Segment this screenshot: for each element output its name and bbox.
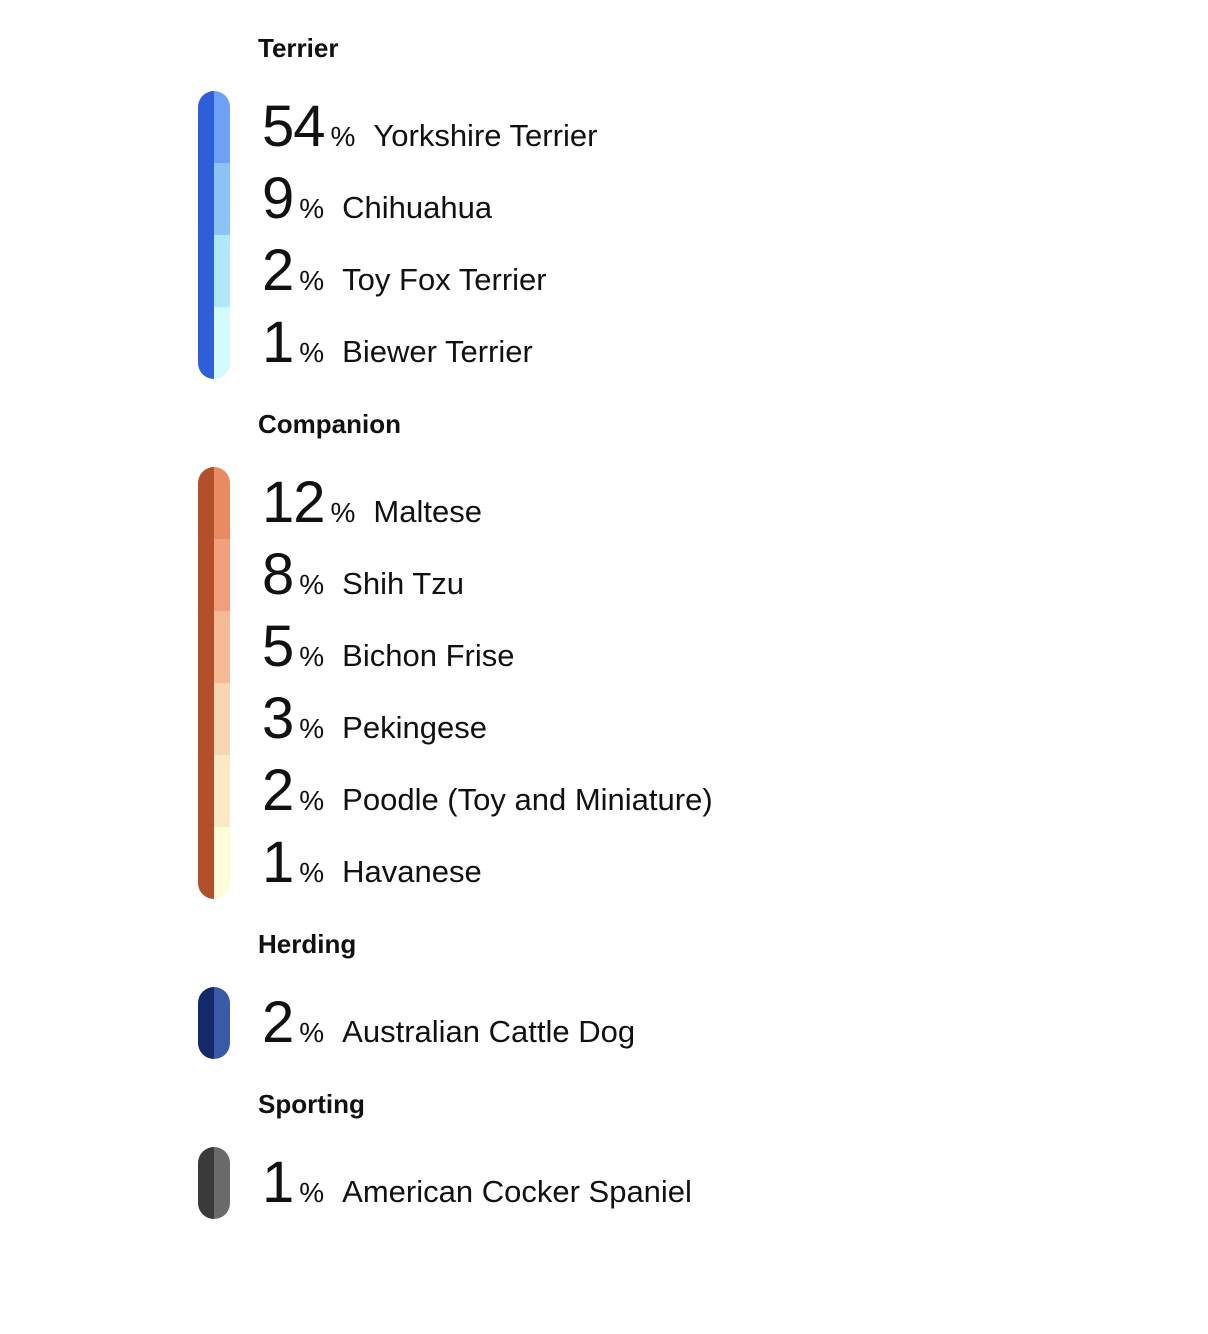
breed-name: Bichon Frise [342, 638, 515, 673]
breed-percent-value: 2 [262, 238, 294, 303]
group-body: 1 % American Cocker Spaniel [198, 1147, 713, 1219]
percent-sign: % [299, 569, 325, 600]
percent-sign: % [299, 641, 325, 672]
breed-list: 1 % American Cocker Spaniel [262, 1147, 692, 1219]
breed-color-segment [214, 611, 230, 683]
breed-name: Yorkshire Terrier [373, 118, 598, 153]
breed-color-segment [214, 235, 230, 307]
percent-sign: % [330, 121, 356, 152]
breed-color-segments [214, 987, 230, 1059]
group-body: 54 % Yorkshire Terrier 9 % Chihuahua 2 %… [198, 91, 713, 379]
breed-list: 12 % Maltese 8 % Shih Tzu 5 % Bichon Fri… [262, 467, 713, 899]
breed-percent-value: 3 [262, 686, 294, 751]
percent-sign: % [299, 193, 325, 224]
percent-sign: % [330, 497, 356, 528]
breed-percent-value: 12 [262, 470, 326, 535]
breed-row: 8 % Shih Tzu [262, 539, 713, 611]
breed-name: Toy Fox Terrier [342, 262, 547, 297]
breed-group-companion: Companion 12 % Maltese 8 % Shih Tzu 5 % … [198, 406, 713, 899]
breed-row: 2 % Australian Cattle Dog [262, 987, 635, 1059]
percent-sign: % [299, 857, 325, 888]
group-color-bar [198, 987, 230, 1059]
breed-row: 5 % Bichon Frise [262, 611, 713, 683]
breed-percent-value: 2 [262, 990, 294, 1055]
breed-list: 54 % Yorkshire Terrier 9 % Chihuahua 2 %… [262, 91, 597, 379]
group-color-swatch [198, 1147, 214, 1219]
breed-percent-value: 9 [262, 166, 294, 231]
breed-name: Chihuahua [342, 190, 493, 225]
percent-sign: % [299, 265, 325, 296]
breed-name: Poodle (Toy and Miniature) [342, 782, 713, 817]
breed-percent-value: 8 [262, 542, 294, 607]
breed-list: 2 % Australian Cattle Dog [262, 987, 635, 1059]
breed-color-segments [214, 1147, 230, 1219]
breed-color-segment [214, 1147, 230, 1219]
breed-row: 3 % Pekingese [262, 683, 713, 755]
percent-sign: % [299, 1177, 325, 1208]
group-color-bar [198, 1147, 230, 1219]
breed-color-segment [214, 683, 230, 755]
breed-row: 1 % Havanese [262, 827, 713, 899]
group-heading: Terrier [258, 33, 339, 63]
breed-color-segment [214, 755, 230, 827]
breed-group-sporting: Sporting 1 % American Cocker Spaniel [198, 1086, 713, 1219]
group-heading: Herding [258, 929, 357, 959]
breed-color-segment [214, 91, 230, 163]
percent-sign: % [299, 337, 325, 368]
breed-row: 2 % Toy Fox Terrier [262, 235, 597, 307]
breed-color-segments [214, 91, 230, 379]
breed-breakdown: Terrier 54 % Yorkshire Terrier 9 % Chihu… [198, 30, 713, 1246]
breed-row: 2 % Poodle (Toy and Miniature) [262, 755, 713, 827]
breed-color-segment [214, 307, 230, 379]
breed-row: 9 % Chihuahua [262, 163, 597, 235]
breed-group-terrier: Terrier 54 % Yorkshire Terrier 9 % Chihu… [198, 30, 713, 379]
percent-sign: % [299, 713, 325, 744]
breed-name: Australian Cattle Dog [342, 1014, 636, 1049]
breed-percent-value: 54 [262, 94, 326, 159]
breed-name: Pekingese [342, 710, 487, 745]
percent-sign: % [299, 1017, 325, 1048]
group-body: 2 % Australian Cattle Dog [198, 987, 713, 1059]
breed-percent-value: 2 [262, 758, 294, 823]
breed-row: 1 % American Cocker Spaniel [262, 1147, 692, 1219]
group-heading: Sporting [258, 1089, 365, 1119]
breed-color-segment [214, 827, 230, 899]
breed-name: Shih Tzu [342, 566, 464, 601]
breed-percent-value: 1 [262, 1150, 294, 1215]
breed-name: Biewer Terrier [342, 334, 533, 369]
group-color-swatch [198, 987, 214, 1059]
breed-color-segment [214, 987, 230, 1059]
group-color-swatch [198, 467, 214, 899]
breed-percent-value: 5 [262, 614, 294, 679]
breed-percent-value: 1 [262, 310, 294, 375]
breed-percent-value: 1 [262, 830, 294, 895]
group-heading: Companion [258, 409, 401, 439]
group-color-bar [198, 91, 230, 379]
breed-row: 54 % Yorkshire Terrier [262, 91, 597, 163]
breed-group-herding: Herding 2 % Australian Cattle Dog [198, 926, 713, 1059]
breed-name: American Cocker Spaniel [342, 1174, 692, 1209]
breed-row: 12 % Maltese [262, 467, 713, 539]
breed-color-segment [214, 539, 230, 611]
group-color-swatch [198, 91, 214, 379]
group-body: 12 % Maltese 8 % Shih Tzu 5 % Bichon Fri… [198, 467, 713, 899]
breed-row: 1 % Biewer Terrier [262, 307, 597, 379]
breed-color-segment [214, 163, 230, 235]
breed-name: Maltese [373, 494, 482, 529]
breed-color-segment [214, 467, 230, 539]
group-color-bar [198, 467, 230, 899]
percent-sign: % [299, 785, 325, 816]
breed-color-segments [214, 467, 230, 899]
breed-name: Havanese [342, 854, 482, 889]
